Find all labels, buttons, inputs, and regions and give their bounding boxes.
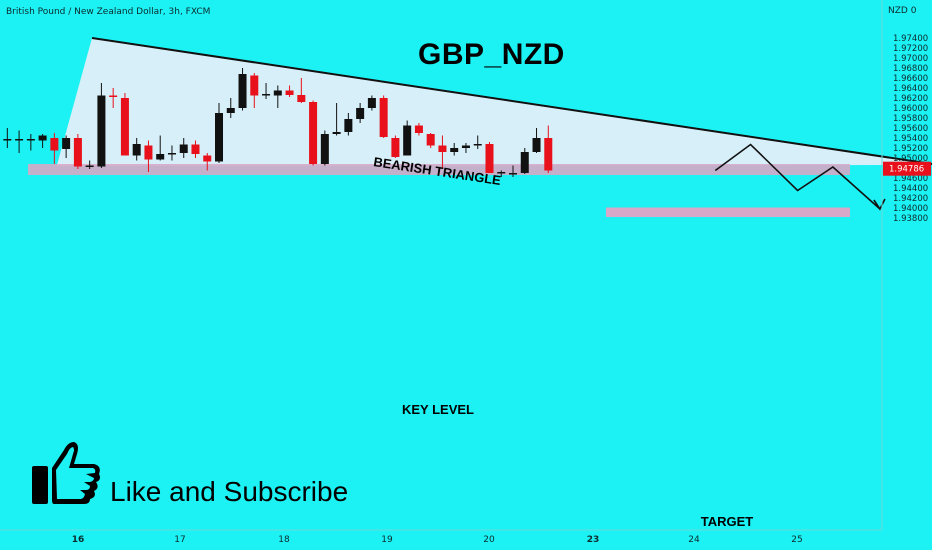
y-tick-label: 1.94400: [893, 184, 928, 194]
candle-bear: [250, 75, 259, 96]
y-tick-label: 1.97200: [893, 44, 928, 54]
candle-bull: [461, 145, 470, 148]
y-tick-label: 1.96800: [893, 64, 928, 74]
candle-bull: [156, 154, 165, 160]
y-tick-label: 1.95800: [893, 114, 928, 124]
y-tick-label: 1.94600: [893, 174, 928, 184]
candle-bear: [379, 98, 388, 137]
candle-bear: [544, 138, 553, 171]
candle-bear: [120, 98, 129, 156]
candle-bull: [226, 108, 235, 113]
candle-bull: [238, 74, 247, 108]
candle-bear: [285, 90, 294, 95]
candle-bull: [520, 152, 529, 173]
candle-bear: [203, 155, 212, 162]
candle-bull: [167, 153, 176, 155]
candle-bull: [26, 139, 35, 141]
y-tick-label: 1.93800: [893, 214, 928, 224]
candle-bull: [532, 138, 541, 152]
candle-bear: [144, 145, 153, 160]
projection-arrowhead: [873, 198, 886, 211]
candle-bull: [15, 139, 24, 141]
candle-bull: [262, 94, 271, 96]
candle-bull: [509, 173, 518, 175]
candle-bull: [473, 144, 482, 146]
candle-bull: [3, 139, 12, 141]
candle-bull: [85, 165, 94, 167]
thumbs-up-icon: [32, 442, 100, 504]
y-tick-label: 1.96000: [893, 104, 928, 114]
candle-bull: [215, 113, 224, 162]
candle-bull: [450, 148, 459, 152]
y-tick-label: 1.95400: [893, 134, 928, 144]
candle-bear: [485, 144, 494, 173]
main-title: GBP_NZD: [418, 38, 565, 71]
candle-bull: [97, 95, 106, 167]
y-tick-label: 1.96600: [893, 74, 928, 84]
target-zone: [606, 207, 850, 217]
y-tick-label: 1.95000: [893, 154, 928, 164]
triangle-pattern: [56, 38, 932, 166]
projection-path: [714, 143, 881, 210]
y-tick-label: 1.97400: [893, 34, 928, 44]
triangle-fill: [56, 38, 932, 166]
candles: [3, 68, 553, 177]
candle-bear: [309, 102, 318, 164]
symbol-title: British Pound / New Zealand Dollar, 3h, …: [6, 7, 211, 17]
key-level-zone: [28, 164, 850, 175]
candle-bull: [38, 135, 47, 141]
x-axis: 16 17 18 19 20 23 24 25: [0, 529, 882, 545]
x-tick-label: 23: [587, 535, 600, 545]
current-price-label: 1.94786: [889, 165, 924, 175]
projection-lines: [91, 37, 932, 211]
cta-text: Like and Subscribe: [110, 476, 349, 507]
candle-bull: [179, 144, 188, 153]
y-tick-label: 1.95200: [893, 144, 928, 154]
candle-bull: [273, 90, 282, 96]
candle-bear: [438, 145, 447, 152]
x-tick-label: 19: [381, 535, 393, 545]
target-label: TARGET: [701, 514, 754, 529]
price-zones: [28, 164, 850, 217]
x-tick-label: 24: [688, 535, 700, 545]
candle-bear: [191, 144, 200, 154]
candle-bull: [344, 119, 353, 132]
x-tick-label: 20: [483, 535, 495, 545]
y-tick-label: 1.94000: [893, 204, 928, 214]
x-tick-label: 18: [278, 535, 290, 545]
candle-bear: [391, 138, 400, 157]
y-tick-label: 1.96400: [893, 84, 928, 94]
candle-bear: [297, 95, 306, 102]
candle-bull: [332, 132, 341, 134]
key-level-label: KEY LEVEL: [402, 402, 474, 417]
candle-bear: [414, 125, 423, 133]
candle-bull: [62, 138, 71, 149]
y-tick-label: 1.95600: [893, 124, 928, 134]
candle-bull: [367, 98, 376, 108]
y-tick-label: 1.96200: [893, 94, 928, 104]
candle-bear: [73, 138, 82, 167]
candle-bull: [320, 134, 329, 164]
x-tick-label: 25: [791, 535, 802, 545]
y-axis: 1.974001.972001.970001.968001.966001.964…: [881, 0, 931, 530]
candle-bear: [109, 95, 118, 97]
candle-bull: [403, 125, 412, 156]
x-tick-label: 16: [72, 535, 85, 545]
y-tick-label: 1.97000: [893, 54, 928, 64]
candle-bear: [426, 134, 435, 146]
candle-bull: [132, 144, 141, 156]
currency-badge[interactable]: NZD 0: [888, 6, 917, 16]
resistance-trendline: [91, 37, 932, 166]
candle-bull: [356, 108, 365, 119]
current-price-tag: [883, 161, 931, 176]
y-tick-label: 1.94200: [893, 194, 928, 204]
candle-bear: [50, 138, 59, 151]
x-tick-label: 17: [174, 535, 185, 545]
candle-bull: [497, 172, 506, 174]
